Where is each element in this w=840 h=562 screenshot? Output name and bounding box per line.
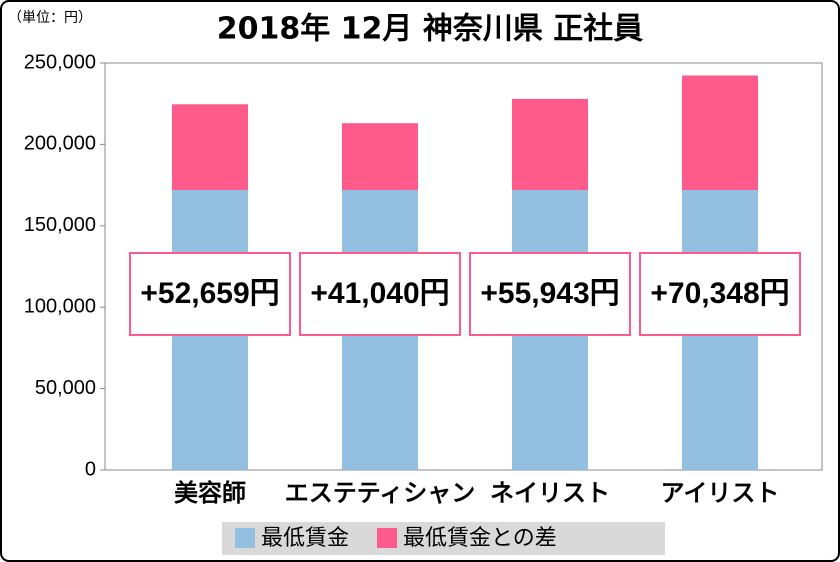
legend-swatch: [377, 528, 398, 548]
value-label-box: [299, 252, 461, 336]
x-tick-label: エステティシャン: [285, 479, 476, 507]
legend-swatch: [235, 528, 255, 548]
y-tick-label: 100,000: [24, 295, 96, 317]
x-tick-label: ネイリスト: [490, 479, 610, 507]
legend-label: 最低賃金との差: [403, 526, 557, 551]
legend: [222, 522, 665, 555]
legend-label: 最低賃金: [261, 526, 349, 551]
value-label: +41,040円: [310, 277, 449, 310]
value-label: +52,659円: [140, 277, 279, 310]
value-label-box: [469, 252, 631, 336]
x-tick-label: 美容師: [174, 479, 246, 507]
y-tick-label: 250,000: [24, 51, 96, 73]
x-tick-label: アイリスト: [661, 479, 780, 507]
bar-segment: [682, 75, 758, 190]
bar-segment: [512, 98, 588, 190]
y-tick-label: 150,000: [24, 214, 96, 236]
bar-segment: [172, 104, 248, 190]
plot-area: [104, 62, 823, 471]
value-label: +55,943円: [480, 277, 619, 310]
bar-segment: [342, 123, 418, 190]
y-tick-label: 50,000: [35, 377, 96, 399]
value-label-box: [129, 252, 291, 336]
y-tick-label: 0: [85, 458, 96, 480]
value-label: +70,348円: [650, 277, 789, 310]
value-label-box: [639, 252, 801, 336]
unit-label: （単位：円）: [8, 10, 92, 26]
chart-title: 2018年 12月 神奈川県 正社員: [217, 12, 644, 47]
y-tick-label: 200,000: [24, 133, 96, 155]
